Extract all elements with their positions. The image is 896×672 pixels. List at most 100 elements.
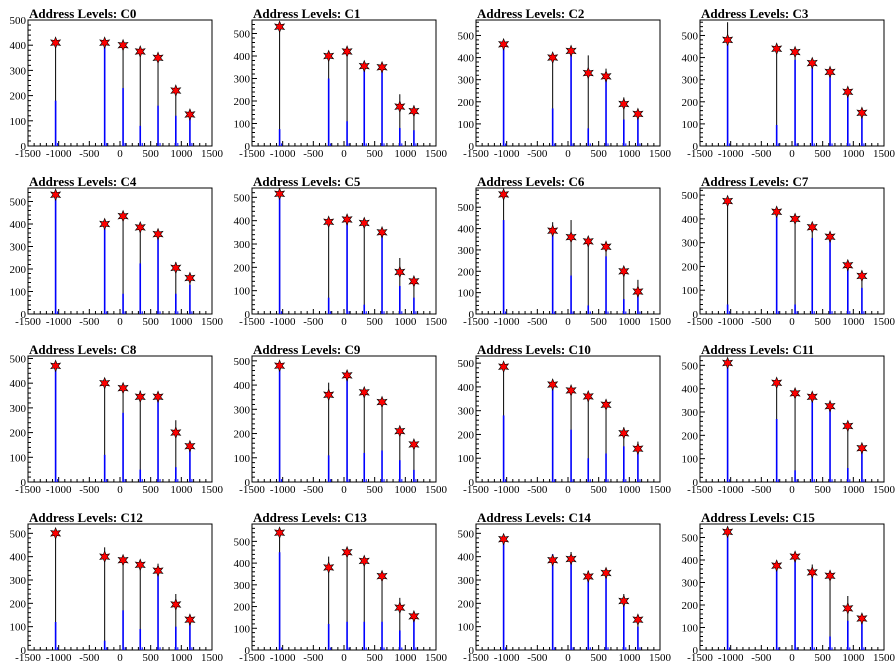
chart-title: Address Levels: C7 [701, 174, 809, 189]
peak-marker [842, 419, 854, 433]
peak-marker [600, 398, 612, 412]
chart-svg: 0 100 200 300 400 500 -1500 -1000 -500 0 500 1000 15… [682, 19, 896, 160]
peak-marker [582, 66, 594, 80]
y-tick-label: 200 [458, 429, 475, 441]
x-tick-label: 1000 [170, 484, 193, 496]
peak-marker [170, 426, 182, 440]
peak-marker [394, 601, 406, 615]
chart-svg: 0 100 200 300 400 500 -1500 -1000 -500 0 500 1000 15… [10, 187, 224, 328]
x-tick-label: -1500 [239, 316, 265, 328]
y-tick-label: 300 [682, 407, 699, 419]
peak-marker [117, 381, 129, 395]
peak-marker [274, 187, 286, 201]
peak-marker [547, 224, 559, 238]
peak-marker [376, 225, 388, 239]
peak-marker [134, 390, 146, 404]
x-tick-label: 500 [590, 148, 607, 160]
y-tick-label: 500 [234, 29, 251, 41]
peak-marker [376, 569, 388, 583]
chart-svg: 0 100 200 300 400 500 -1500 -1000 -500 0 500 1000 15… [234, 355, 448, 496]
x-tick-label: 0 [341, 148, 347, 160]
y-tick-label: 500 [234, 536, 251, 548]
y-tick-label: 500 [10, 197, 27, 209]
y-tick-label: 200 [234, 429, 251, 441]
peak-marker [565, 230, 577, 244]
peak-marker [50, 188, 62, 202]
y-tick-label: 500 [458, 528, 475, 540]
peak-marker [582, 234, 594, 248]
x-tick-label: -500 [527, 652, 548, 664]
peak-marker [408, 438, 420, 451]
y-tick-label: 100 [458, 119, 475, 131]
chart-title: Address Levels: C13 [253, 510, 367, 525]
y-tick-label: 400 [10, 219, 27, 231]
x-tick-label: -1500 [239, 484, 265, 496]
peak-marker [789, 212, 801, 226]
peak-marker [99, 36, 111, 50]
y-tick-label: 0 [21, 645, 27, 657]
x-tick-label: 1500 [649, 652, 672, 664]
x-tick-label: -500 [527, 316, 548, 328]
y-tick-label: 100 [234, 119, 251, 131]
x-tick-label: -500 [303, 316, 324, 328]
peak-marker [618, 594, 630, 608]
peak-marker [394, 424, 406, 438]
x-tick-label: 0 [565, 484, 571, 496]
y-tick-label: 300 [234, 404, 251, 416]
x-tick-label: -1500 [463, 316, 489, 328]
chart-svg: 0 100 200 300 400 500 -1500 -1000 -500 0 500 1000 15… [458, 19, 672, 160]
y-tick-label: 0 [693, 309, 699, 321]
x-tick-label: 1000 [394, 316, 417, 328]
chart-title: Address Levels: C9 [253, 342, 361, 357]
chart-panel: 0 100 200 300 400 500 -1500 -1000 -500 0 500 1000 15… [448, 168, 672, 336]
x-tick-label: 500 [142, 316, 159, 328]
y-tick-label: 0 [693, 477, 699, 489]
peak-marker [547, 553, 559, 567]
chart-svg: 0 100 200 300 400 500 -1500 -1000 -500 0 500 1000 15… [682, 187, 896, 328]
y-tick-label: 500 [458, 358, 475, 370]
x-tick-label: -500 [751, 316, 772, 328]
peak-marker [842, 85, 854, 99]
chart-title: Address Levels: C3 [701, 6, 809, 21]
peak-marker [394, 265, 406, 279]
peak-marker [856, 269, 868, 283]
x-tick-label: 1000 [842, 484, 865, 496]
x-tick-label: 1000 [394, 484, 417, 496]
y-tick-label: 0 [693, 141, 699, 153]
peak-marker [722, 356, 734, 370]
chart-title: Address Levels: C1 [253, 6, 361, 21]
x-tick-label: 500 [590, 484, 607, 496]
peak-marker [565, 384, 577, 397]
peak-marker [722, 194, 734, 208]
peak-marker [152, 227, 164, 241]
y-tick-label: 500 [234, 356, 251, 368]
x-tick-label: -1000 [494, 148, 520, 160]
x-tick-label: 500 [590, 316, 607, 328]
x-tick-label: -1500 [687, 484, 713, 496]
peak-marker [771, 559, 783, 573]
x-tick-label: -500 [303, 652, 324, 664]
chart-title: Address Levels: C0 [29, 6, 137, 21]
peak-marker [565, 552, 577, 566]
chart-panel: 0 100 200 300 400 500 -1500 -1000 -500 0 500 1000 15… [672, 336, 896, 504]
chart-svg: 0 100 200 300 400 500 -1500 -1000 -500 0 500 1000 15… [682, 523, 896, 664]
y-tick-label: 200 [682, 97, 699, 109]
x-tick-label: -1000 [718, 652, 744, 664]
peak-marker [408, 104, 420, 118]
peak-marker [856, 612, 868, 625]
x-tick-label: 1500 [201, 652, 224, 664]
peak-marker [856, 441, 868, 455]
chart-title: Address Levels: C10 [477, 342, 591, 357]
y-tick-label: 0 [21, 477, 27, 489]
x-tick-label: 0 [341, 316, 347, 328]
x-tick-label: 500 [814, 148, 831, 160]
y-tick-label: 500 [10, 15, 27, 27]
peak-marker [358, 216, 370, 230]
y-tick-label: 0 [693, 645, 699, 657]
peak-marker [806, 220, 818, 234]
y-tick-label: 400 [458, 382, 475, 394]
x-tick-label: -500 [303, 484, 324, 496]
x-tick-label: -1000 [494, 484, 520, 496]
y-tick-label: 200 [682, 430, 699, 442]
